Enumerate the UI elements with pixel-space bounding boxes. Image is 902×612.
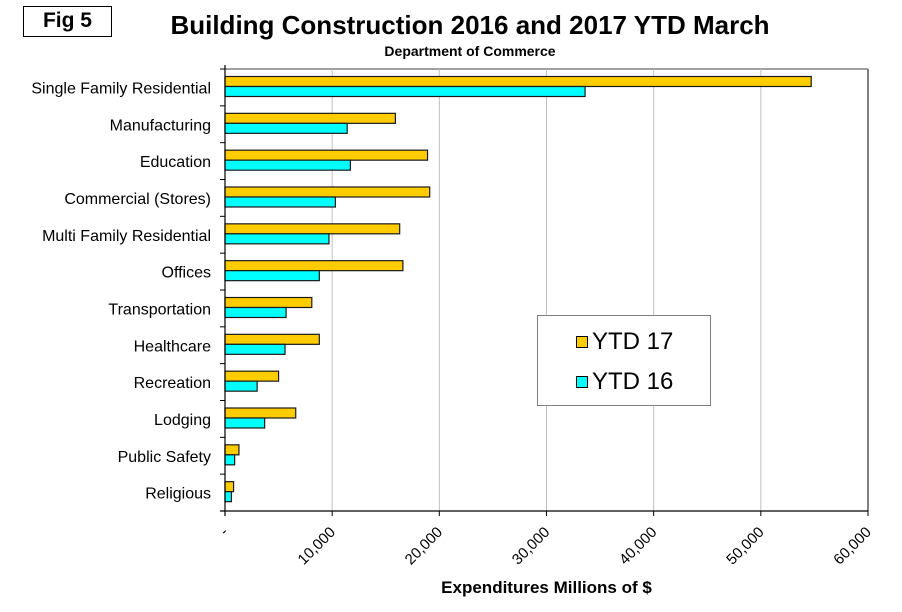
bars xyxy=(224,75,812,503)
bar-ytd17-8 xyxy=(224,370,280,382)
legend-swatch-ytd16 xyxy=(576,376,588,388)
category-label-8: Recreation xyxy=(134,375,211,392)
x-tick-label-1: 10,000 xyxy=(295,524,339,568)
x-tick-label-5: 50,000 xyxy=(723,524,767,568)
category-label-9: Lodging xyxy=(154,412,211,429)
bar-ytd16-11 xyxy=(224,491,233,503)
bar-ytd16-9 xyxy=(224,417,266,429)
bar-ytd17-9 xyxy=(224,407,297,419)
legend-item-ytd17: YTD 17 xyxy=(576,328,673,356)
x-tick-label-6: 60,000 xyxy=(830,524,874,568)
bar-ytd16-6 xyxy=(224,306,287,319)
category-label-7: Healthcare xyxy=(134,338,211,355)
bar-ytd16-4 xyxy=(224,233,330,245)
category-label-4: Multi Family Residential xyxy=(42,228,211,245)
legend-label-ytd16: YTD 16 xyxy=(592,368,674,395)
category-label-10: Public Safety xyxy=(118,449,211,466)
category-label-6: Transportation xyxy=(108,301,211,318)
bar-ytd16-8 xyxy=(224,380,258,392)
legend-item-ytd16: YTD 16 xyxy=(576,368,673,396)
bar-ytd17-0 xyxy=(224,75,812,88)
bar-ytd17-6 xyxy=(224,296,313,309)
gridlines xyxy=(225,68,869,511)
legend: YTD 17 YTD 16 xyxy=(537,315,711,406)
legend-label-ytd17: YTD 17 xyxy=(592,328,674,355)
bar-ytd17-11 xyxy=(224,481,235,493)
x-tick-label-3: 30,000 xyxy=(509,524,553,568)
bar-ytd17-1 xyxy=(224,112,396,124)
x-axis-title: Expenditures Millions of $ xyxy=(441,578,652,597)
category-label-1: Manufacturing xyxy=(110,117,211,134)
bar-ytd16-3 xyxy=(224,196,336,208)
axes xyxy=(220,65,869,516)
category-label-3: Commercial (Stores) xyxy=(64,191,211,208)
x-tick-label-0: - xyxy=(216,524,232,540)
bar-ytd16-10 xyxy=(224,454,236,466)
x-tick-label-2: 20,000 xyxy=(402,524,446,568)
bar-ytd17-7 xyxy=(224,333,320,345)
bar-ytd16-0 xyxy=(224,85,586,98)
bar-ytd17-4 xyxy=(224,223,401,235)
category-label-0: Single Family Residential xyxy=(31,80,211,97)
legend-swatch-ytd17 xyxy=(576,336,588,348)
bar-ytd16-7 xyxy=(224,343,286,355)
bar-ytd16-2 xyxy=(224,159,351,171)
category-label-5: Offices xyxy=(162,265,212,282)
category-label-2: Education xyxy=(140,154,211,171)
bar-ytd16-1 xyxy=(224,122,348,134)
chart-subtitle: Department of Commerce xyxy=(384,43,556,59)
labels: Single Family Residential Manufacturing Ed… xyxy=(31,80,874,568)
chart-title: Building Construction 2016 and 2017 YTD … xyxy=(170,10,770,40)
bar-ytd17-3 xyxy=(224,186,431,198)
figure-label: Fig 5 xyxy=(23,6,112,37)
x-tick-label-4: 40,000 xyxy=(616,524,660,568)
category-label-11: Religious xyxy=(145,486,211,503)
bar-ytd17-5 xyxy=(224,260,404,272)
bar-ytd17-10 xyxy=(224,444,240,456)
bar-ytd16-5 xyxy=(224,270,320,282)
bar-ytd17-2 xyxy=(224,149,429,161)
